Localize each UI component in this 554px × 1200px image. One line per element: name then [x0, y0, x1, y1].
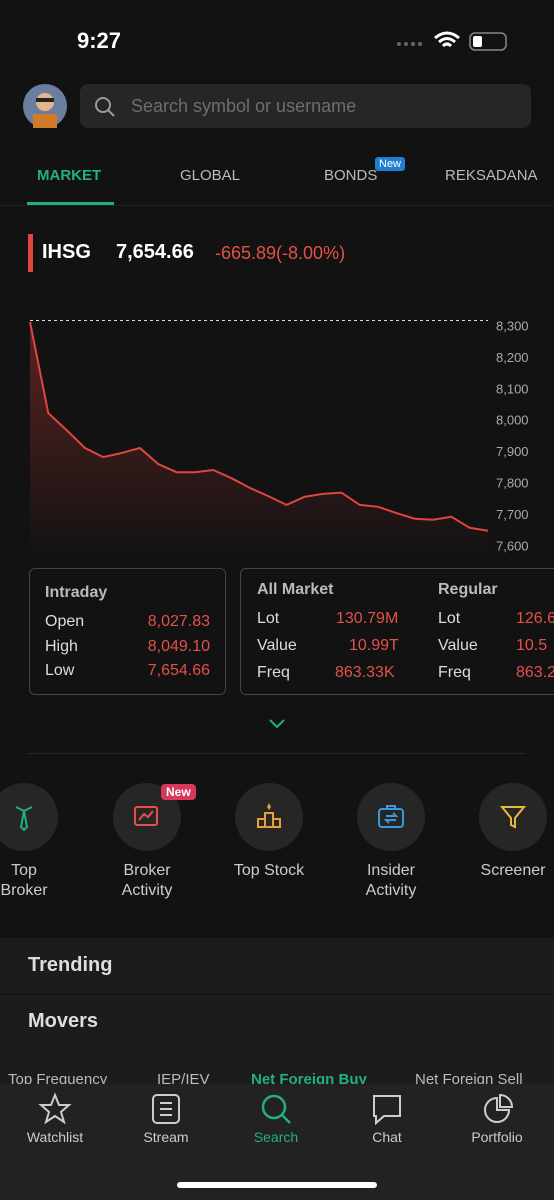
stat-label: Value: [257, 637, 297, 654]
stat-label: Lot: [257, 610, 280, 627]
menu-label: Top Stock: [214, 861, 324, 881]
home-indicator: [177, 1182, 377, 1188]
box-title: All Market: [257, 581, 334, 598]
y-tick-label: 8,100: [496, 381, 529, 396]
y-tick-label: 7,800: [496, 476, 529, 491]
search-placeholder: Search symbol or username: [131, 96, 357, 116]
chart: 7,600 7,700 7,800 7,900 8,000 8,100 8,200 8,300: [29, 318, 529, 560]
nav-label: Chat: [372, 1129, 402, 1145]
nav-label: Search: [253, 1129, 299, 1145]
price-line: [29, 321, 489, 532]
market-box: All Market Lot 130.79M Value 10.99T Freq…: [240, 568, 554, 695]
stat-label: High: [45, 638, 78, 655]
stat-value: 8,027.83: [147, 613, 210, 630]
nav-item[interactable]: Search: [221, 1092, 331, 1145]
menu-label: Broker Activity: [92, 861, 202, 901]
stat-value: 130.79M: [336, 610, 399, 627]
y-tick-label: 8,000: [496, 413, 529, 428]
y-tick-label: 7,600: [496, 538, 529, 553]
stat-label: Lot: [438, 610, 461, 627]
sections-panel: [0, 938, 554, 1088]
section-title[interactable]: Movers: [28, 1010, 99, 1032]
divider: [0, 205, 554, 206]
menu-icon: [235, 783, 303, 851]
stat-value: 8,049.10: [147, 638, 210, 655]
menu-item[interactable]: Top Stock: [214, 783, 324, 881]
y-tick-label: 8,200: [496, 350, 529, 365]
nav-item[interactable]: Stream: [111, 1092, 221, 1145]
y-tick-label: 7,900: [496, 444, 529, 459]
y-tick-label: 8,300: [496, 318, 529, 333]
index-change: -665.89(-8.00%): [215, 243, 346, 263]
nav-item[interactable]: Portfolio: [442, 1092, 552, 1145]
avatar[interactable]: [23, 84, 67, 128]
nav-label: Stream: [143, 1129, 189, 1145]
menu-icon: [479, 783, 547, 851]
text: Top: [11, 862, 37, 879]
stat-label: Low: [45, 662, 75, 679]
tab[interactable]: GLOBAL: [180, 167, 241, 184]
status-time: 9:27: [77, 28, 122, 53]
tab[interactable]: MARKET: [37, 167, 102, 184]
new-badge: New: [375, 157, 406, 171]
text: Insider: [366, 862, 416, 879]
area: [30, 321, 488, 560]
divider: [28, 753, 526, 754]
nav-item[interactable]: Chat: [332, 1092, 442, 1145]
new-badge: New: [161, 784, 196, 800]
movers-tab[interactable]: Top Frequency: [8, 1071, 108, 1088]
stat-value: 863.33K: [335, 664, 395, 681]
menu-item[interactable]: Insider Activity: [336, 783, 446, 901]
tab[interactable]: BONDS: [324, 167, 378, 184]
stat-value: 126.6: [516, 610, 554, 627]
menu-icon: [357, 783, 425, 851]
nav-item[interactable]: Watchlist: [0, 1092, 110, 1145]
stat-label: Value: [438, 637, 478, 654]
menu-label: Top Broker: [0, 861, 79, 901]
search-box[interactable]: Search symbol or username: [80, 84, 531, 128]
text: Broker: [0, 882, 48, 899]
movers-tab[interactable]: Net Foreign Sell: [415, 1071, 523, 1088]
index-value: 7,654.66: [116, 241, 194, 263]
stat-label: Freq: [257, 664, 290, 681]
text: Activity: [365, 882, 417, 899]
stat-value: 10.5: [516, 637, 548, 654]
stat-value: 10.99T: [349, 637, 399, 654]
text: Activity: [121, 882, 173, 899]
menu-label: Insider Activity: [336, 861, 446, 901]
text: Top Stock: [233, 862, 305, 879]
index-name: IHSG: [42, 241, 91, 263]
menu-item[interactable]: Top Broker: [0, 783, 79, 901]
index-marker: [28, 234, 33, 272]
stat-value: 863.2: [516, 664, 554, 681]
menu-label: Screener: [458, 861, 554, 881]
menu-item[interactable]: New Broker Activity: [92, 783, 202, 901]
divider: [0, 994, 554, 995]
intraday-box: Intraday Open 8,027.83 High 8,049.10 Low…: [29, 568, 226, 695]
menu-item[interactable]: Screener: [458, 783, 554, 881]
movers-tab[interactable]: IEP/IEV: [157, 1071, 210, 1088]
stat-label: Freq: [438, 664, 471, 681]
stat-value: 7,654.66: [147, 662, 210, 679]
y-tick-label: 7,700: [496, 507, 529, 522]
text: Broker: [123, 862, 171, 879]
search-icon: [95, 97, 115, 117]
stat-label: Open: [45, 613, 85, 630]
text: Screener: [480, 862, 546, 879]
box-title: Intraday: [45, 584, 108, 601]
section-title[interactable]: Trending: [28, 954, 113, 976]
bottom-nav: [0, 1084, 554, 1200]
tab-underline: [27, 202, 114, 205]
expand-chevron[interactable]: [267, 717, 287, 731]
tab[interactable]: REKSADANA: [445, 167, 538, 184]
movers-tab[interactable]: Net Foreign Buy: [251, 1071, 367, 1088]
nav-label: Watchlist: [26, 1129, 84, 1145]
box-title: Regular: [438, 581, 498, 598]
status-icons: [397, 31, 507, 51]
nav-label: Portfolio: [471, 1129, 523, 1145]
menu-icon: [0, 783, 58, 851]
